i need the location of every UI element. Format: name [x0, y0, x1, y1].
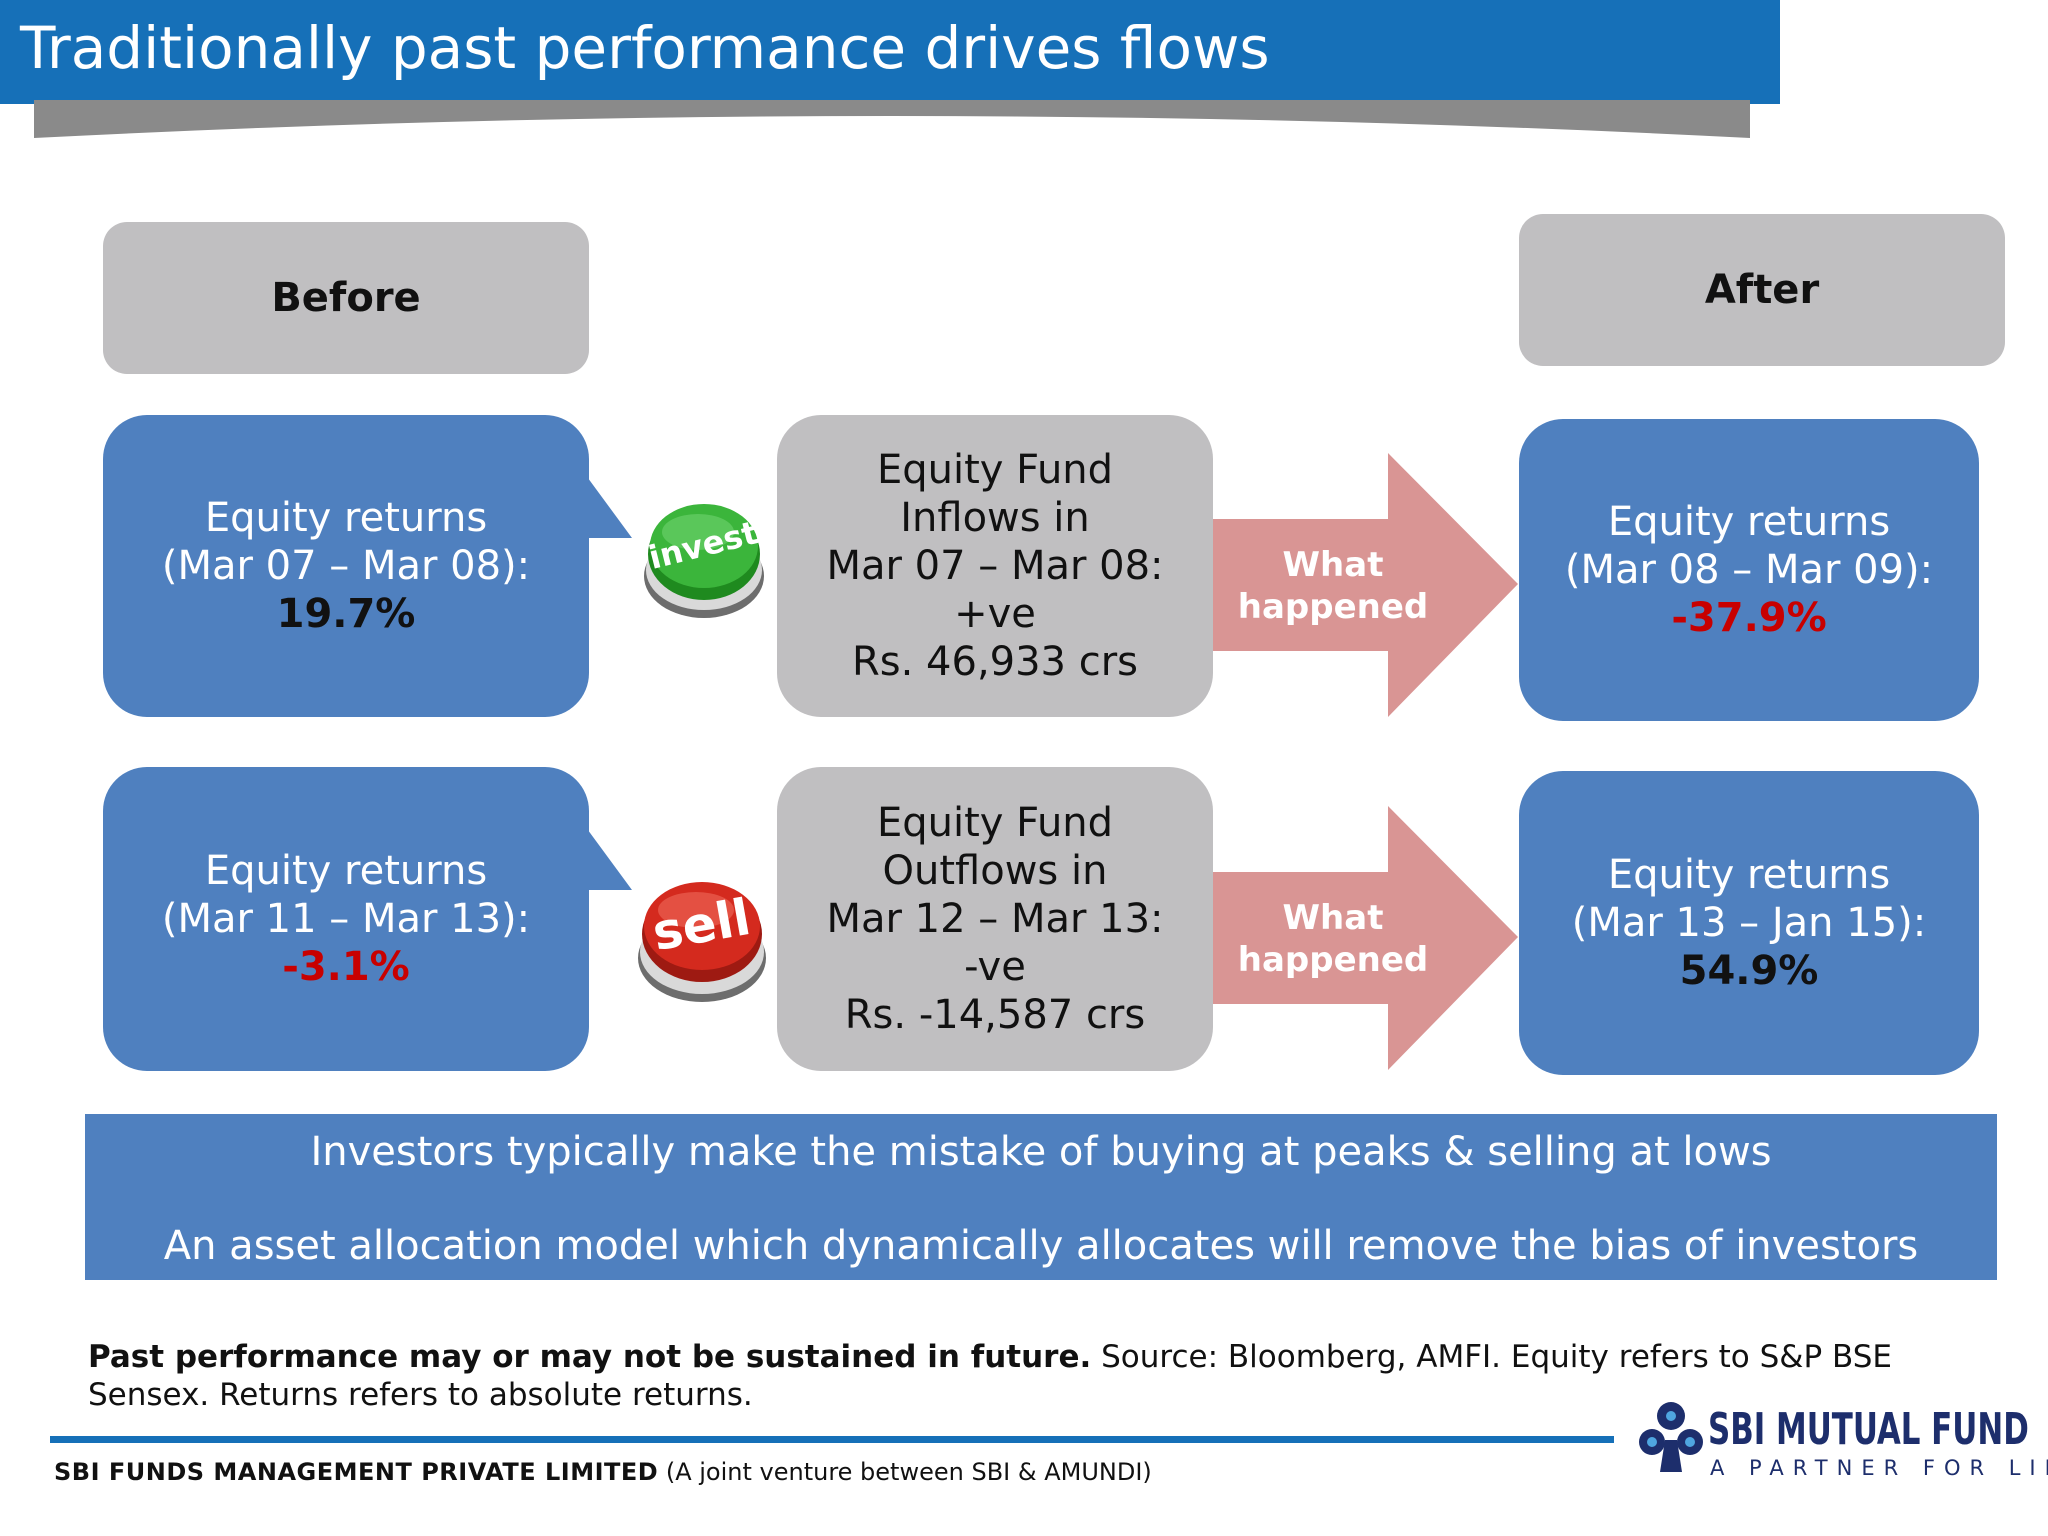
before-returns-box-1: Equity returns (Mar 07 – Mar 08): 19.7% [103, 415, 589, 717]
before-returns-label-1: Equity returns [204, 495, 488, 541]
company-note: (A joint venture between SBI & AMUNDI) [658, 1458, 1152, 1486]
what-happened-label-1: What happened [1213, 544, 1453, 628]
disclaimer: Past performance may or may not be susta… [88, 1338, 1968, 1414]
before-returns-box-2: Equity returns (Mar 11 – Mar 13): -3.1% [103, 767, 589, 1071]
fund-flow-line3-1: Mar 07 – Mar 08: [826, 543, 1164, 589]
after-returns-label-2: Equity returns [1607, 852, 1891, 898]
fund-flow-box-2: Equity Fund Outflows in Mar 12 – Mar 13:… [777, 767, 1213, 1071]
before-returns-value-2: -3.1% [282, 944, 410, 990]
page-title: Traditionally past performance drives fl… [20, 14, 1270, 82]
fund-flow-line4-2: -ve [964, 944, 1026, 990]
after-returns-box-2: Equity returns (Mar 13 – Jan 15): 54.9% [1519, 771, 1979, 1075]
fund-flow-line5-2: Rs. -14,587 crs [844, 992, 1146, 1038]
what-happened-line1-1: What [1282, 545, 1384, 585]
what-happened-line2-1: happened [1237, 587, 1429, 627]
company-name-bold: SBI FUNDS MANAGEMENT PRIVATE LIMITED [54, 1458, 659, 1486]
logo-tagline: A PARTNER FOR LIFE [1710, 1456, 2048, 1480]
fund-flow-line4-1: +ve [954, 591, 1036, 637]
sbi-logo-icon [1639, 1402, 1703, 1472]
sell-button-icon: sell [638, 882, 766, 1002]
fund-flow-line5-1: Rs. 46,933 crs [851, 639, 1138, 685]
logo-wordmark: SBI MUTUAL FUND [1708, 1404, 2029, 1455]
invest-button-icon: invest [644, 504, 764, 618]
before-returns-period-1: (Mar 07 – Mar 08): [161, 543, 531, 589]
fund-flow-line1-1: Equity Fund [876, 447, 1114, 493]
after-returns-period-2: (Mar 13 – Jan 15): [1571, 900, 1927, 946]
takeaway-banner: Investors typically make the mistake of … [85, 1114, 1997, 1280]
fund-flow-line1-2: Equity Fund [876, 800, 1114, 846]
disclaimer-bold: Past performance may or may not be susta… [88, 1339, 1092, 1375]
what-happened-line2-2: happened [1237, 940, 1429, 980]
after-header-label: After [1704, 267, 1820, 313]
before-returns-label-2: Equity returns [204, 848, 488, 894]
company-name: SBI FUNDS MANAGEMENT PRIVATE LIMITED (A … [54, 1458, 1152, 1486]
before-header: Before [103, 222, 589, 374]
what-happened-arrow-1 [1213, 453, 1518, 717]
after-returns-label-1: Equity returns [1607, 499, 1891, 545]
footer-rule [50, 1436, 1614, 1443]
after-returns-box-1: Equity returns (Mar 08 – Mar 09): -37.9% [1519, 419, 1979, 721]
title-bar [0, 0, 1780, 104]
after-returns-period-1: (Mar 08 – Mar 09): [1564, 547, 1934, 593]
before-returns-period-2: (Mar 11 – Mar 13): [161, 896, 531, 942]
before-header-label: Before [271, 275, 421, 321]
after-returns-value-2: 54.9% [1679, 948, 1819, 994]
after-returns-value-1: -37.9% [1671, 595, 1827, 641]
banner-line-2: An asset allocation model which dynamica… [163, 1223, 1919, 1269]
fund-flow-box-1: Equity Fund Inflows in Mar 07 – Mar 08: … [777, 415, 1213, 717]
after-header: After [1519, 214, 2005, 366]
fund-flow-line2-1: Inflows in [900, 495, 1090, 541]
title-bar-shadow [34, 100, 1750, 138]
before-returns-value-1: 19.7% [276, 591, 416, 637]
what-happened-label-2: What happened [1213, 897, 1453, 981]
fund-flow-line3-2: Mar 12 – Mar 13: [826, 896, 1164, 942]
disclaimer-rest: Source: Bloomberg, AMFI. Equity refers t… [88, 1339, 1892, 1413]
what-happened-arrow-2 [1213, 806, 1518, 1070]
banner-line-1: Investors typically make the mistake of … [310, 1129, 1772, 1175]
fund-flow-line2-2: Outflows in [882, 848, 1108, 894]
what-happened-line1-2: What [1282, 898, 1384, 938]
